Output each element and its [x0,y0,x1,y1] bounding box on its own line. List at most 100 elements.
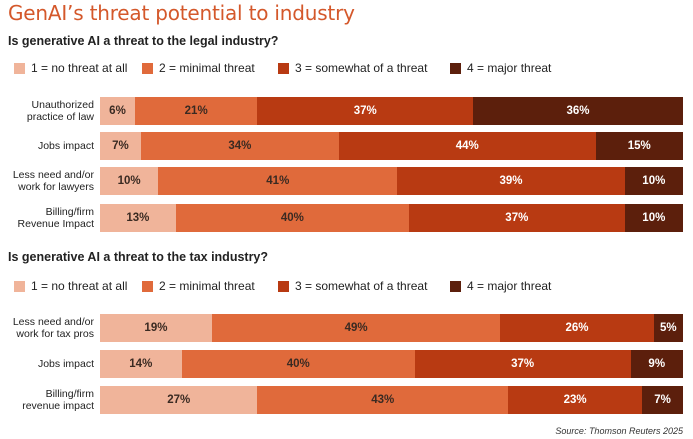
legend-item: 1 = no threat at all [14,279,127,293]
category-label: Less need and/or work for lawyers [12,169,94,193]
bar-row: Jobs impact 7% 34% 44% 15% [0,132,693,160]
bar-segment: 37% [408,204,625,232]
data-label: 6% [109,105,126,117]
category-label: Billing/firm revenue impact [22,388,94,412]
bar-segment: 40% [181,350,415,378]
data-label: 37% [511,358,535,370]
legend-swatch [450,280,461,292]
bar-row: Billing/firm revenue impact 27% 43% 23% 7% [0,386,693,414]
bar-row: Jobs impact 14% 40% 37% 9% [0,350,693,378]
bar-segment: 10% [624,167,683,195]
legend-item: 1 = no threat at all [14,61,127,75]
legend-label: 1 = no threat at all [31,279,128,293]
data-label: 9% [648,358,666,370]
tax-question: Is generative AI a threat to the tax ind… [8,250,269,264]
legend-label: 4 = major threat [467,279,552,293]
legend-item: 2 = minimal threat [142,61,255,75]
bar-segment: 13% [100,204,176,232]
stacked-bar: 13% 40% 37% 10% [100,204,683,232]
legend-item: 3 = somewhat of a threat [278,279,427,293]
data-label: 7% [654,394,671,406]
bar-segment: 43% [257,386,509,414]
chart-title: GenAI’s threat potential to industry [8,1,355,25]
data-label: 37% [505,212,529,224]
bar-segment: 27% [100,386,258,414]
data-label: 44% [455,140,479,152]
bar-segment: 10% [100,167,159,195]
bar-row: Unauthorized practice of law 6% 21% 37% 36% [0,97,693,125]
data-label: 43% [371,394,395,406]
stacked-bar: 14% 40% 37% 9% [100,350,683,378]
legend-swatch [278,62,289,74]
legend-item: 4 = major threat [450,61,551,75]
data-label: 10% [642,212,666,224]
bar-segment: 7% [100,132,141,160]
data-label: 37% [353,105,377,117]
data-label: 14% [129,358,153,370]
data-label: 34% [228,140,252,152]
bar-segment: 34% [140,132,340,160]
data-label: 26% [565,322,589,334]
category-label: Jobs impact [37,140,94,152]
data-label: 10% [642,175,666,187]
category-label: Jobs impact [37,358,94,370]
legend-label: 3 = somewhat of a threat [295,61,428,75]
legend-swatch [142,280,153,292]
legend-item: 2 = minimal threat [142,279,255,293]
legend-item: 3 = somewhat of a threat [278,61,427,75]
stacked-bar: 7% 34% 44% 15% [100,132,683,160]
data-label: 36% [566,105,590,117]
data-label: 49% [344,322,368,334]
stacked-bar: 6% 21% 37% 36% [100,97,683,125]
data-label: 27% [167,394,191,406]
bar-segment: 7% [642,386,683,414]
data-label: 10% [117,175,141,187]
data-label: 23% [563,394,587,406]
bar-segment: 9% [630,350,683,378]
legend-swatch [14,62,25,74]
bar-segment: 5% [653,314,683,342]
data-label: 15% [627,140,651,152]
bar-row: Less need and/or work for lawyers 10% 41% 3… [0,167,693,195]
source-note: Source: Thomson Reuters 2025 [555,426,683,436]
bar-segment: 36% [473,97,683,125]
bar-segment: 44% [339,132,596,160]
data-label: 5% [659,322,677,334]
data-label: 41% [266,175,290,187]
legend-swatch [14,280,25,292]
legend-label: 4 = major threat [467,61,552,75]
bar-segment: 26% [500,314,654,342]
legend-label: 3 = somewhat of a threat [295,279,428,293]
legend-swatch [278,280,289,292]
category-label: Unauthorized practice of law [26,99,94,123]
bar-segment: 49% [211,314,501,342]
category-label: Billing/firm Revenue Impact [17,206,94,230]
data-label: 13% [126,212,150,224]
legend-swatch [142,62,153,74]
bar-segment: 23% [508,386,643,414]
data-label: 19% [144,322,168,334]
data-label: 39% [499,175,523,187]
stacked-bar: 10% 41% 39% 10% [100,167,683,195]
legend-item: 4 = major threat [450,279,551,293]
bar-row: Billing/firm Revenue Impact 13% 40% 37% 10% [0,204,693,232]
bar-segment: 6% [100,97,135,125]
bar-segment: 19% [100,314,212,342]
category-label: Less need and/or work for tax pros [12,316,94,340]
legend-label: 2 = minimal threat [159,61,255,75]
bar-segment: 21% [134,97,258,125]
bar-segment: 37% [414,350,631,378]
legend-swatch [450,62,461,74]
bar-segment: 41% [158,167,398,195]
legend-label: 1 = no threat at all [31,61,128,75]
bar-segment: 37% [257,97,474,125]
bar-row: Less need and/or work for tax pros 19% 49%… [0,314,693,342]
stacked-bar: 19% 49% 26% 5% [100,314,683,342]
bar-segment: 15% [595,132,683,160]
data-label: 40% [280,212,304,224]
legal-question: Is generative AI a threat to the legal i… [8,34,279,48]
data-label: 21% [184,105,208,117]
legend-label: 2 = minimal threat [159,279,255,293]
bar-segment: 10% [624,204,683,232]
stacked-bar: 27% 43% 23% 7% [100,386,683,414]
